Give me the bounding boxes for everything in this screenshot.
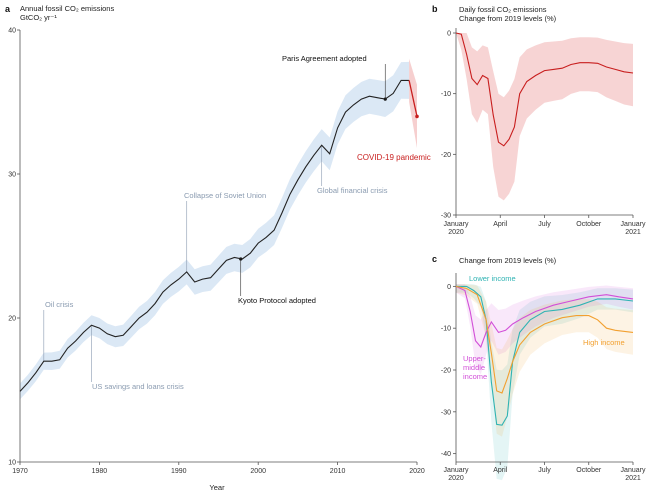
panel-a-ytick-label: 40 [8, 28, 16, 35]
panel-a-xtick-label: 2010 [330, 468, 346, 475]
panel-a-xtick-label: 1980 [92, 468, 108, 475]
panel-c-band-lower [456, 284, 633, 481]
annotation-kyoto: Kyoto Protocol adopted [238, 296, 316, 305]
panel-a-axes: 10 20 30 40 1970 1980 1990 2000 2010 2020 [8, 28, 425, 476]
panel-c-letter: c [432, 254, 437, 264]
panel-a-xtick-label: 2000 [250, 468, 266, 475]
label-lower-income: Lower income [469, 274, 516, 283]
panel-a-title: Annual fossil CO₂ emissions [20, 4, 114, 13]
panel-b-xtick-label: 2021 [625, 229, 641, 236]
panel-b-title-1: Daily fossil CO₂ emissions [459, 5, 547, 14]
panel-c-xtick-label: 2021 [625, 475, 641, 482]
panel-c-band-upper [456, 284, 633, 375]
panel-c-line-upper [455, 285, 634, 349]
panel-b-xtick-label: April [493, 221, 507, 228]
annotation-paris: Paris Agreement adopted [282, 54, 367, 63]
panel-a-unit: GtCO₂ yr⁻¹ [20, 13, 57, 22]
panel-c-ytick-label: -30 [441, 409, 451, 416]
panel-b-xtick-label: 2020 [448, 229, 464, 236]
panel-a-ytick-label: 20 [8, 316, 16, 323]
panel-c-xtick-label: April [493, 467, 507, 474]
panel-b-xtick-label: January [621, 221, 646, 228]
panel-c-band-high [456, 284, 633, 437]
panel-a-xtick-label: 1970 [12, 468, 28, 475]
panel-a-uncertainty-band [20, 58, 417, 400]
panel-c-title: Change from 2019 levels (%) [459, 256, 557, 265]
panel-a-xtick-label: 1990 [171, 468, 187, 475]
panel-a-covid-band [409, 58, 417, 149]
panel-b-ytick-label: -10 [441, 91, 451, 98]
panel-b-title-2: Change from 2019 levels (%) [459, 14, 557, 23]
panel-b-xtick-label: October [576, 221, 602, 228]
panel-c-ytick-label: -20 [441, 368, 451, 375]
panel-c-xtick-label: July [538, 467, 551, 474]
panel-c-uncertainty-bands [456, 284, 633, 481]
panel-b-uncertainty-band [456, 33, 633, 201]
panel-b-ytick-label: -20 [441, 152, 451, 159]
panel-c-xtick-label: January [444, 467, 469, 474]
panel-b-letter: b [432, 4, 438, 14]
panel-c-xtick-label: 2020 [448, 475, 464, 482]
panel-a-band [20, 61, 410, 400]
panel-c-xtick-label: January [621, 467, 646, 474]
panel-a-ytick-label: 10 [8, 460, 16, 467]
panel-a-lines [19, 79, 419, 392]
panel-c-lines [455, 285, 634, 426]
panel-a-covid-point [415, 114, 419, 119]
panel-c-line-lower [456, 285, 634, 426]
panel-c-ytick-label: -40 [441, 451, 451, 458]
label-upper-middle-1: Upper- [463, 354, 486, 363]
panel-a-xtick-label: 2020 [409, 468, 425, 475]
annotation-oil-crisis: Oil crisis [45, 300, 74, 309]
panel-a-annotations: Oil crisis US savings and loans crisis C… [43, 54, 431, 391]
panel-c-line-high [455, 285, 634, 394]
annotation-gfc: Global financial crisis [317, 186, 388, 195]
label-upper-middle-2: middle [463, 363, 485, 372]
panel-b-xtick-label: July [538, 221, 551, 228]
panel-b-lines [455, 32, 634, 147]
panel-a-emissions-line [19, 79, 410, 392]
panel-c-ytick-label: 0 [447, 284, 451, 291]
panel-a-ytick-label: 30 [8, 172, 16, 179]
panel-c-ytick-label: -10 [441, 326, 451, 333]
panel-b-xtick-label: January [444, 221, 469, 228]
annotation-us-savings: US savings and loans crisis [92, 382, 184, 391]
annotation-covid: COVID-19 pandemic [357, 153, 431, 162]
panel-b-band [456, 33, 633, 201]
panel-a-xlabel: Year [209, 483, 225, 492]
panel-c-xtick-label: October [576, 467, 602, 474]
panel-a-covid-line [408, 80, 418, 117]
label-upper-middle-3: income [463, 372, 487, 381]
panel-b-line [455, 32, 634, 147]
annotation-soviet-union: Collapse of Soviet Union [184, 191, 266, 200]
panel-b-ytick-label: 0 [447, 31, 451, 38]
label-high-income: High income [583, 338, 625, 347]
panel-b-ytick-label: -30 [441, 213, 451, 220]
panel-a-letter: a [5, 4, 11, 14]
